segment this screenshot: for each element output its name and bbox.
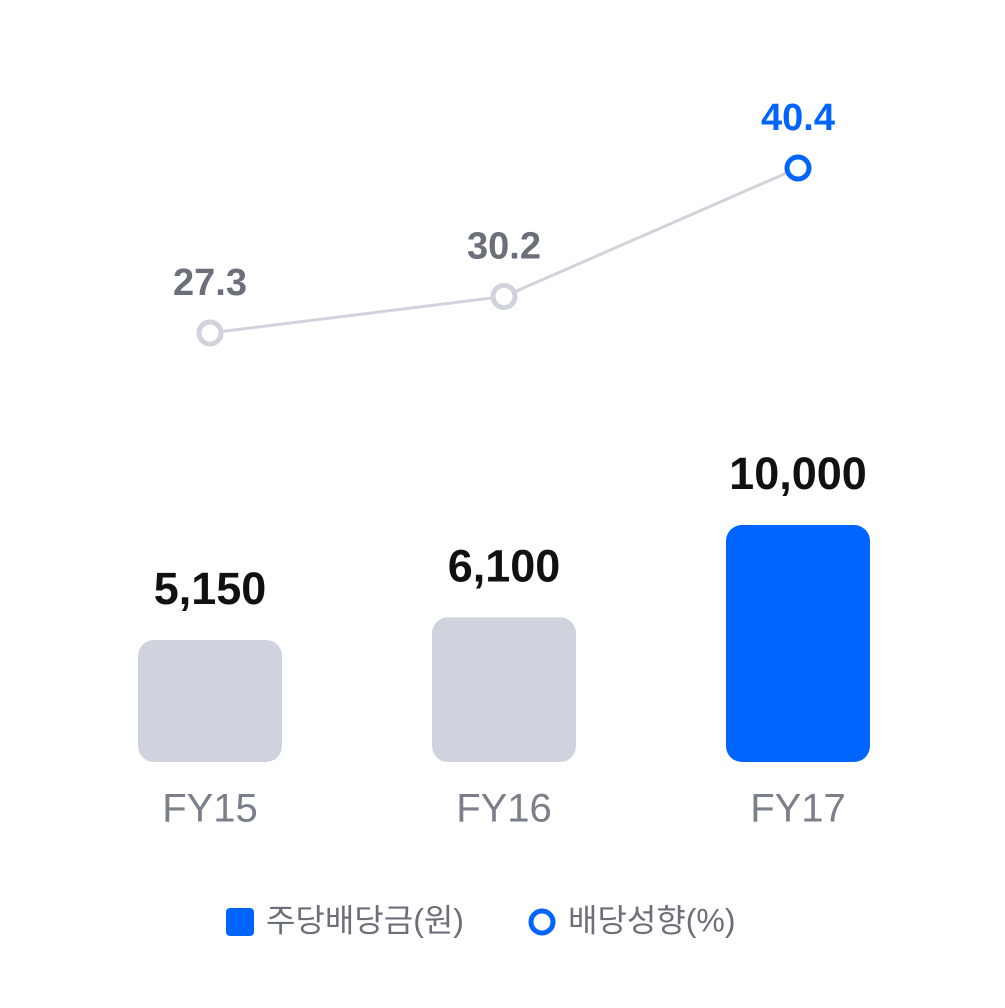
line-value-label: 27.3 (173, 262, 247, 304)
legend-swatch (226, 908, 254, 936)
line-point (196, 319, 224, 347)
line-point (490, 282, 518, 310)
bar (432, 617, 576, 762)
line-value-label: 30.2 (467, 226, 541, 268)
line-value-label: 40.4 (761, 97, 835, 139)
legend-swatch (528, 908, 556, 936)
legend-label: 주당배당금(원) (266, 902, 464, 938)
x-tick-label: FY17 (750, 787, 846, 831)
bar (138, 639, 282, 762)
bar (726, 525, 870, 762)
bar-value-label: 10,000 (729, 448, 867, 499)
x-tick-label: FY16 (456, 787, 552, 831)
bar-value-label: 5,150 (154, 563, 267, 614)
line-point (784, 154, 812, 182)
bar-value-label: 6,100 (448, 540, 561, 591)
x-tick-label: FY15 (162, 787, 258, 831)
legend-label: 배당성향(%) (568, 902, 736, 938)
